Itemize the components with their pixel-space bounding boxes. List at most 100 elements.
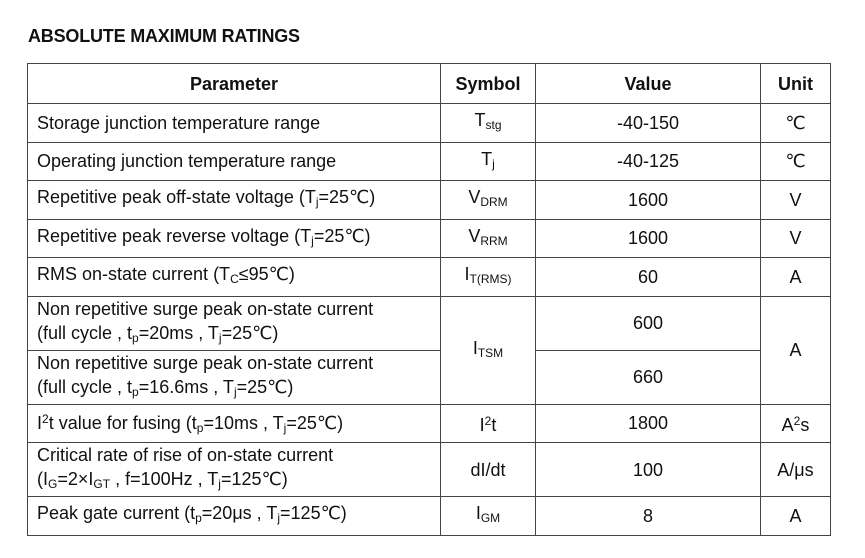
subscript: j — [311, 233, 314, 248]
title: ABSOLUTE MAXIMUM RATINGS — [28, 26, 300, 46]
subscript: p — [195, 511, 202, 526]
subscript: j — [277, 511, 281, 526]
text: A — [781, 415, 794, 436]
unit-cell: A — [760, 257, 831, 297]
table-row: RMS on-state current (TC≤95℃) IT(RMS) 60 A — [27, 257, 831, 297]
unit-cell: A — [760, 496, 831, 536]
parameter-cell: I2t value for fusing (tp=10ms , Tj=25℃) — [27, 403, 441, 443]
symbol-cell: VRRM — [440, 218, 536, 258]
subscript: stg — [485, 118, 502, 133]
subscript: p — [132, 330, 139, 345]
text: I — [475, 503, 481, 524]
superscript: 2 — [793, 414, 801, 429]
text: T — [481, 148, 493, 169]
parameter-cell: Peak gate current (tp=20μs , Tj=125℃) — [27, 496, 441, 536]
unit-cell: ℃ — [760, 103, 831, 143]
table-row: Repetitive peak reverse voltage (Tj=25℃)… — [27, 218, 831, 258]
text: I — [464, 264, 470, 285]
line: I2t value for fusing (tp=10ms , Tj=25℃) — [37, 407, 440, 440]
subscript: GM — [480, 511, 501, 526]
symbol-cell: Tj — [440, 141, 536, 181]
text: Operating junction temperature range — [37, 151, 337, 172]
text: I — [479, 415, 485, 436]
text: I — [472, 337, 478, 358]
subscript: GT — [93, 477, 111, 491]
unit-cell: A — [760, 295, 831, 405]
unit-cell: V — [760, 180, 831, 220]
text: =2×I — [57, 469, 94, 489]
line: Non repetitive surge peak on-state curre… — [37, 351, 440, 375]
text: (full cycle , t — [37, 376, 133, 397]
subscript: j — [233, 384, 237, 399]
subscript: j — [315, 195, 319, 210]
text: I — [37, 412, 43, 433]
text: =10ms , T — [203, 412, 284, 433]
header-cell: Symbol — [440, 63, 536, 104]
parameter-cell: Storage junction temperature range — [27, 103, 441, 143]
parameter-cell: Non repetitive surge peak on-state curre… — [27, 349, 441, 405]
table-row: Non repetitive surge peak on-state curre… — [27, 295, 831, 405]
text: V — [789, 189, 802, 210]
table-row: Storage junction temperature range Tstg -4… — [27, 103, 831, 143]
unit-cell: A2s — [760, 403, 831, 443]
unit-cell: ℃ — [760, 141, 831, 181]
symbol-cell: Tstg — [440, 103, 536, 143]
symbol-cell: IGM — [440, 496, 536, 536]
subscript: p — [132, 384, 139, 399]
symbol-cell: IT(RMS) — [440, 257, 536, 297]
table-row: I2t value for fusing (tp=10ms , Tj=25℃) I… — [27, 403, 831, 443]
subscript: j — [218, 330, 222, 345]
text: =20ms , T — [138, 322, 219, 343]
value-cell: 600 — [535, 295, 761, 351]
parameter-cell: Non repetitive surge peak on-state curre… — [27, 295, 441, 351]
text: Non repetitive surge peak on-state curre… — [37, 298, 374, 319]
line: RMS on-state current (TC≤95℃) — [37, 262, 440, 291]
value-cell: 8 — [535, 496, 761, 536]
text: =125℃) — [220, 469, 288, 489]
subscript: RRM — [480, 233, 508, 248]
text: , f=100Hz , T — [110, 469, 219, 489]
text: V — [468, 225, 481, 246]
header-cell: Value — [535, 63, 761, 104]
text: =20μs , T — [201, 503, 278, 524]
superscript: 2 — [484, 414, 492, 429]
header-row: Parameter Symbol Value Unit — [27, 63, 831, 104]
parameter-cell: RMS on-state current (TC≤95℃) — [27, 257, 441, 297]
header-cell: Unit — [760, 63, 831, 104]
subscript: G — [48, 477, 58, 491]
parameter-cell: Operating junction temperature range — [27, 141, 441, 181]
value-cell: -40-150 — [535, 103, 761, 143]
text: =25℃) — [286, 412, 344, 433]
parameter-cell: Repetitive peak off-state voltage (Tj=25… — [27, 180, 441, 220]
subscript: j — [492, 156, 495, 171]
text: A — [789, 340, 802, 360]
text: ℃ — [785, 112, 806, 133]
table-row: Critical rate of rise of on-state curren… — [27, 442, 831, 497]
text: s — [800, 415, 810, 436]
table-row: Non repetitive surge peak on-state curre… — [27, 349, 831, 405]
value-cell: 1600 — [535, 218, 761, 258]
text: ≤95℃) — [238, 264, 295, 285]
subscript: p — [196, 420, 204, 435]
text: Repetitive peak off-state voltage (T — [37, 187, 316, 208]
text: =25℃) — [313, 225, 371, 246]
superscript: 2 — [42, 411, 49, 426]
text: =25℃) — [221, 322, 279, 343]
text: ℃ — [785, 151, 806, 172]
line: Repetitive peak off-state voltage (Tj=25… — [37, 185, 440, 214]
text: Non repetitive surge peak on-state curre… — [37, 352, 374, 373]
text: A — [789, 266, 802, 287]
table-row: Operating junction temperature range Tj -4… — [27, 141, 831, 181]
text: RMS on-state current (T — [37, 264, 231, 285]
value-cell: 1600 — [535, 180, 761, 220]
subscript: DRM — [480, 195, 508, 210]
subscript: TSM — [477, 345, 504, 360]
symbol-cell: dI/dt — [440, 442, 536, 497]
line: (full cycle , tp=20ms , Tj=25℃) — [37, 321, 440, 350]
symbol-cell: I2t — [440, 403, 536, 443]
text: V — [468, 187, 481, 208]
table-row: Peak gate current (tp=20μs , Tj=125℃) IGM… — [27, 496, 831, 536]
subscript: T(RMS) — [469, 272, 512, 287]
table-row: Repetitive peak off-state voltage (Tj=25… — [27, 180, 831, 220]
